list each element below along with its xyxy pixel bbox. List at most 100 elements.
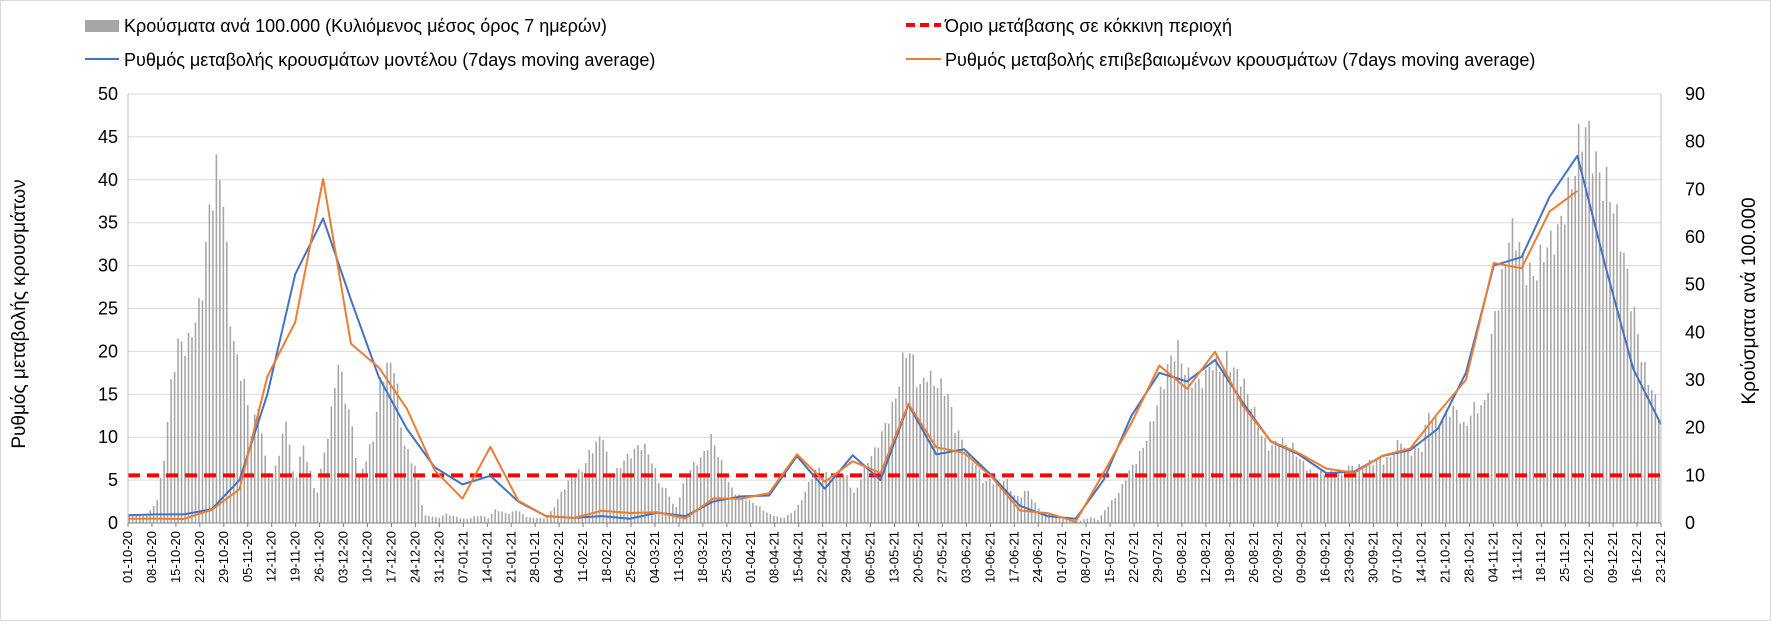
- bar: [1083, 519, 1085, 523]
- bar: [1062, 518, 1064, 523]
- bar: [212, 210, 214, 523]
- bar: [1515, 250, 1517, 524]
- y-axis-right-ticks: 0 10 20 30 40 50 60 70 80 90: [1685, 84, 1705, 533]
- x-tick-label: 08-04-21: [767, 531, 782, 583]
- bar: [1051, 515, 1054, 523]
- bar: [344, 403, 347, 523]
- bar: [800, 500, 803, 523]
- bar: [1445, 409, 1448, 523]
- bar: [515, 510, 517, 523]
- bar: [1191, 387, 1193, 523]
- bar: [1522, 252, 1524, 524]
- bar: [1027, 490, 1029, 523]
- bar: [508, 513, 510, 523]
- bar: [1626, 268, 1629, 523]
- bar: [1295, 456, 1298, 523]
- bar: [389, 362, 392, 523]
- bar: [1201, 388, 1204, 523]
- bar: [1320, 470, 1322, 523]
- bar: [1065, 519, 1068, 523]
- bar: [334, 387, 336, 523]
- bar: [476, 516, 479, 523]
- bar: [246, 405, 249, 523]
- bar: [1529, 262, 1531, 523]
- bar: [1166, 363, 1169, 523]
- bar: [929, 370, 932, 523]
- x-tick-label: 28-10-21: [1461, 531, 1476, 583]
- bar: [435, 517, 437, 523]
- bar: [1222, 369, 1225, 523]
- x-tick-label: 15-10-20: [168, 531, 183, 583]
- x-axis-ticks: 01-10-20 08-10-20 15-10-20 22-10-20 29-10-20…: [120, 523, 1668, 583]
- bar: [386, 362, 388, 523]
- x-tick-label: 18-02-21: [599, 531, 614, 583]
- bar: [786, 515, 789, 523]
- bar: [1400, 443, 1402, 523]
- bar: [1588, 120, 1590, 523]
- bar: [1208, 366, 1211, 523]
- bar: [1246, 394, 1249, 523]
- bar: [1271, 445, 1273, 523]
- bar: [922, 377, 925, 523]
- bar: [466, 519, 469, 523]
- bar: [905, 358, 908, 523]
- bar: [1194, 382, 1197, 523]
- bar: [1055, 516, 1057, 523]
- bar: [1577, 123, 1580, 523]
- bar: [1536, 280, 1538, 523]
- bar: [1306, 470, 1308, 523]
- bar: [982, 483, 984, 523]
- bar: [1556, 224, 1559, 523]
- x-tick-label: 04-11-21: [1485, 531, 1500, 582]
- bar: [1609, 202, 1611, 524]
- bar: [1173, 361, 1176, 523]
- bar: [1090, 517, 1092, 523]
- bar: [936, 387, 939, 523]
- bar: [999, 483, 1002, 523]
- bar: [368, 444, 371, 523]
- bar: [1351, 465, 1353, 523]
- bar: [257, 408, 259, 523]
- bar: [748, 499, 751, 523]
- bar: [637, 444, 639, 523]
- bar: [403, 445, 406, 523]
- bar: [449, 515, 451, 523]
- bar: [814, 469, 817, 523]
- bar: [1550, 230, 1552, 523]
- y-right-tick-label: 90: [1685, 84, 1705, 104]
- x-tick-label: 22-04-21: [815, 531, 830, 583]
- x-tick-label: 26-08-21: [1246, 531, 1261, 583]
- bar: [1236, 369, 1239, 523]
- bar: [901, 352, 904, 523]
- bar: [1138, 451, 1141, 523]
- bar: [191, 336, 193, 523]
- x-tick-label: 18-03-21: [695, 531, 710, 583]
- bar: [1584, 127, 1587, 524]
- bar: [410, 463, 413, 523]
- bar: [1539, 244, 1542, 523]
- bar: [1616, 204, 1618, 523]
- bar: [553, 507, 556, 523]
- x-tick-label: 27-05-21: [934, 531, 949, 583]
- bar: [313, 487, 315, 523]
- bar: [1184, 375, 1186, 523]
- bar: [320, 468, 322, 523]
- x-tick-label: 12-08-21: [1198, 531, 1213, 583]
- bar: [1330, 470, 1333, 523]
- bar: [1044, 512, 1047, 523]
- bar: [992, 484, 995, 523]
- bar: [1375, 459, 1378, 523]
- bar: [497, 511, 500, 523]
- bar: [1037, 508, 1040, 523]
- bar: [483, 516, 486, 523]
- bar: [1253, 407, 1256, 523]
- bar: [219, 180, 221, 523]
- x-tick-label: 18-11-21: [1533, 531, 1548, 582]
- bar: [1543, 262, 1545, 523]
- legend-threshold-label: Όριο μετάβασης σε κόκκινη περιοχή: [944, 16, 1232, 36]
- x-tick-label: 25-11-21: [1557, 531, 1572, 582]
- bar: [783, 517, 786, 523]
- x-tick-label: 30-09-21: [1366, 531, 1381, 583]
- bar: [494, 509, 496, 523]
